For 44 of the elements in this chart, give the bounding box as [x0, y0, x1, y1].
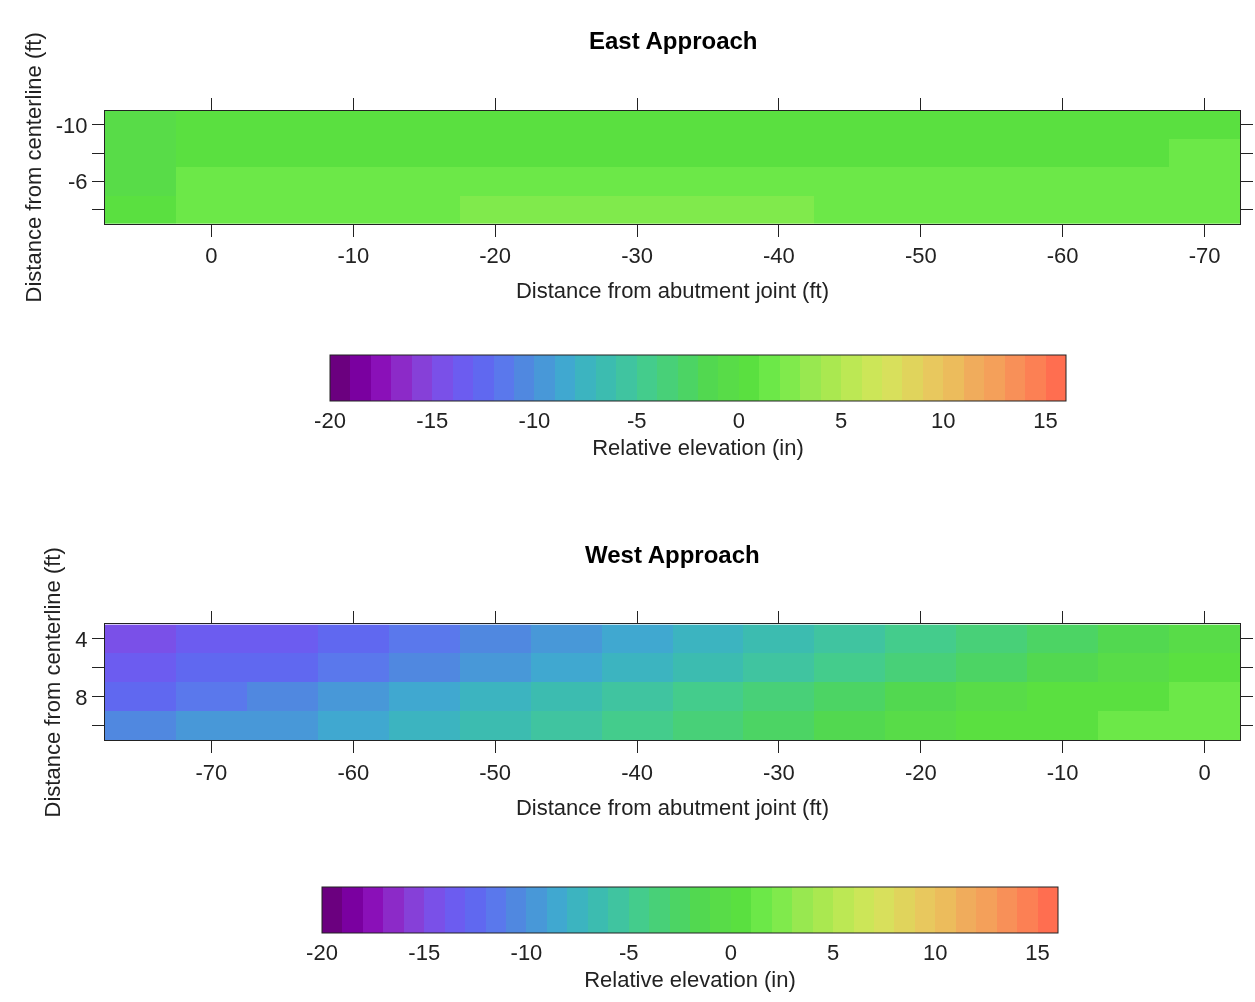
- color-bar-label: 5: [834, 408, 848, 434]
- color-bar-title: Relative elevation (in): [592, 435, 804, 461]
- x-tick-label: -40: [621, 759, 653, 785]
- color-bar-label: 15: [1033, 408, 1058, 434]
- x-axis-title: Distance from abutment joint (ft): [515, 278, 830, 304]
- y-tick-label: 4: [75, 626, 88, 652]
- x-tick-label: -70: [195, 759, 228, 785]
- color-bar-label: 15: [1025, 940, 1050, 966]
- color-bar-title: Relative elevation (in): [584, 967, 796, 993]
- x-tick-label: -60: [1046, 243, 1079, 269]
- x-tick-label: -10: [1046, 759, 1079, 785]
- y-tick-label: 8: [75, 684, 88, 710]
- color-bar-label: 0: [724, 940, 738, 966]
- x-tick-label: 0: [1198, 759, 1211, 785]
- x-axis-title: Distance from abutment joint (ft): [515, 794, 830, 820]
- color-bar-label: -5: [626, 408, 647, 434]
- x-tick-label: -30: [621, 243, 653, 269]
- chart-title: East Approach: [589, 27, 758, 54]
- y-axis-title: Distance from centerline (ft): [40, 547, 66, 818]
- x-tick-label: -50: [479, 759, 512, 785]
- color-bar-label: -20: [314, 408, 346, 434]
- color-bar-label: 10: [923, 940, 948, 966]
- x-tick-label: -20: [479, 243, 512, 269]
- y-axis-title: Distance from centerline (ft): [20, 32, 46, 303]
- color-bar-label: -10: [518, 408, 551, 434]
- color-bar-label: -5: [618, 940, 639, 966]
- x-tick-label: -50: [904, 243, 937, 269]
- color-bar-label: 0: [732, 408, 746, 434]
- x-tick-label: -30: [763, 759, 795, 785]
- y-tick-label: -10: [55, 112, 88, 138]
- y-tick-label: -6: [68, 169, 88, 195]
- color-bar-label: 5: [826, 940, 840, 966]
- color-bar-label: 10: [931, 408, 956, 434]
- color-bar-label: -10: [510, 940, 543, 966]
- color-bar-label: -20: [306, 940, 338, 966]
- x-tick-label: -60: [337, 759, 370, 785]
- color-bar-label: -15: [408, 940, 441, 966]
- chart-title: West Approach: [585, 541, 760, 568]
- x-tick-label: -10: [337, 243, 370, 269]
- x-tick-label: 0: [205, 243, 218, 269]
- x-tick-label: -70: [1188, 243, 1221, 269]
- x-tick-label: -40: [763, 243, 795, 269]
- color-bar-label: -15: [416, 408, 449, 434]
- x-tick-label: -20: [904, 759, 937, 785]
